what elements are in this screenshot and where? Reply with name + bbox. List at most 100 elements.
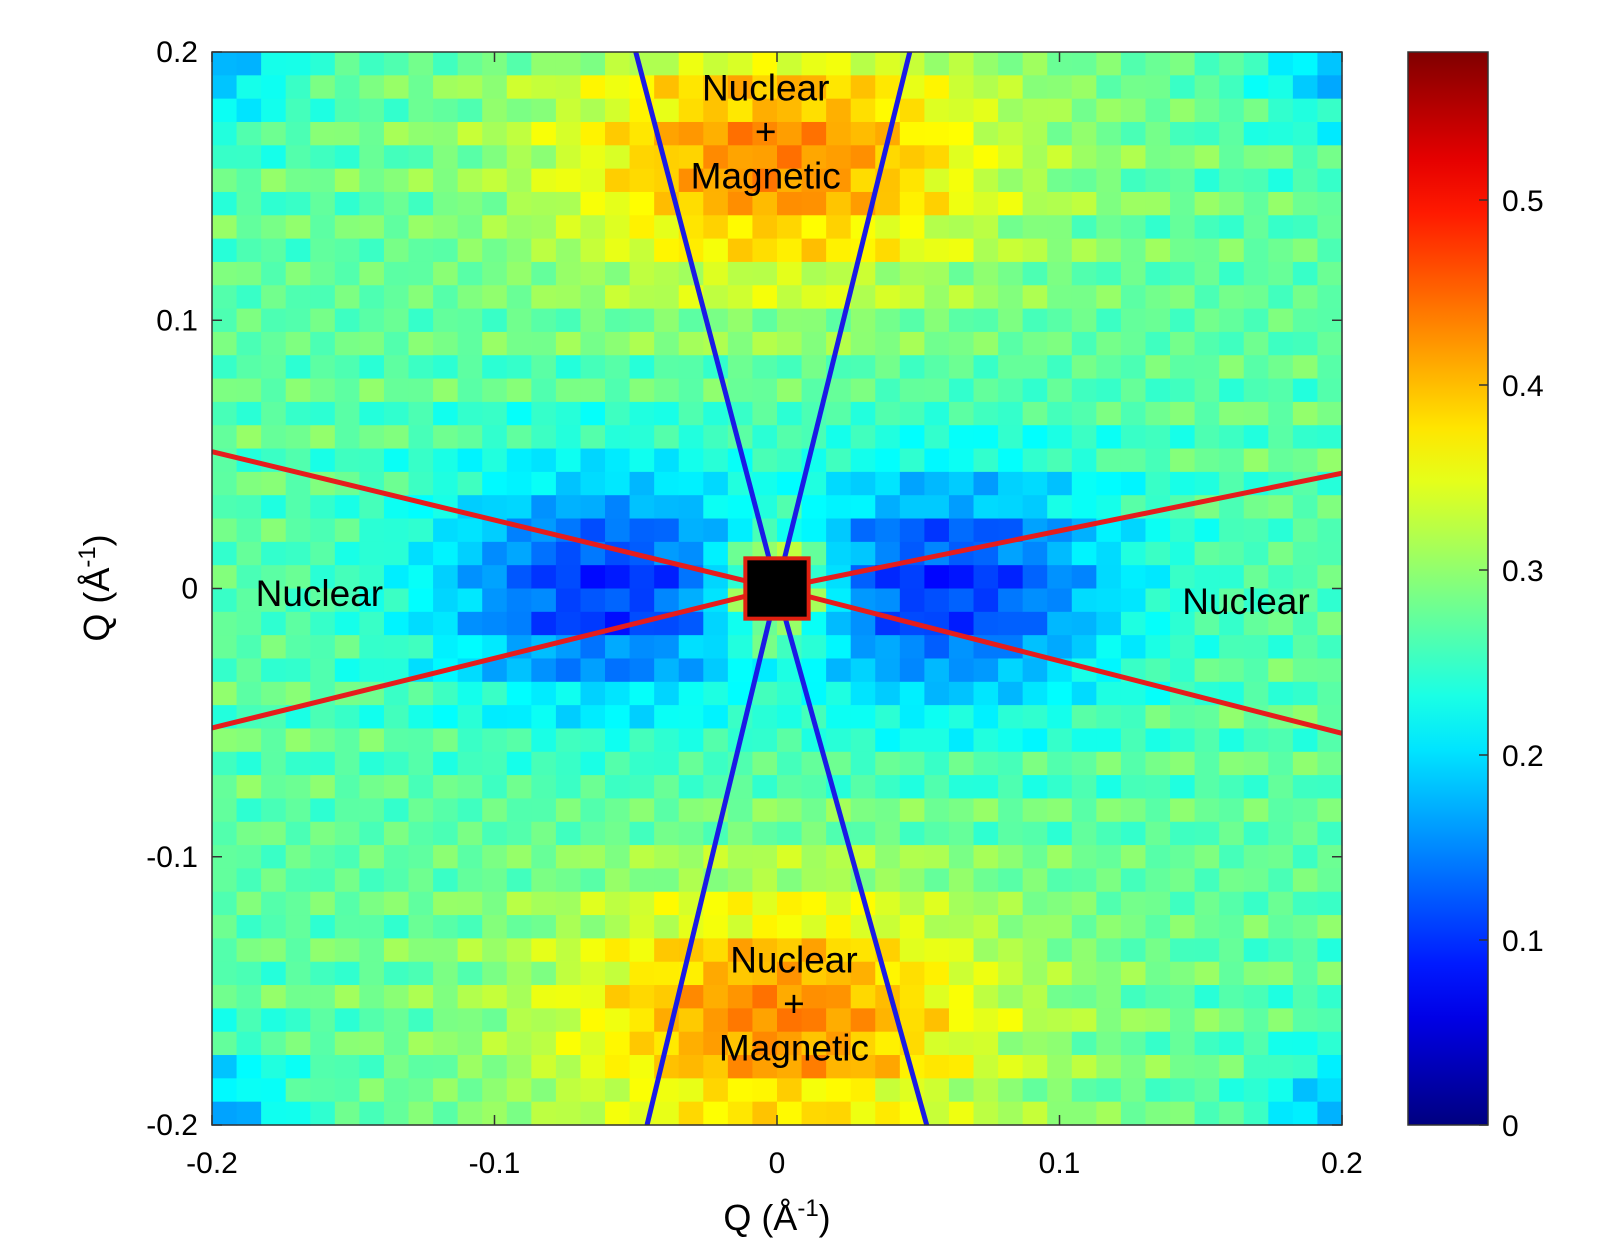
heatmap-cell: [457, 565, 483, 590]
heatmap-cell: [727, 915, 754, 939]
heatmap-cell: [482, 915, 508, 939]
heatmap-cell: [310, 915, 336, 939]
heatmap-cell: [1071, 98, 1097, 123]
heatmap-cell: [1096, 1031, 1122, 1056]
heatmap-cell: [580, 168, 606, 193]
heatmap-cell: [826, 635, 852, 660]
heatmap-cell: [973, 845, 999, 870]
heatmap-cell: [678, 401, 704, 426]
heatmap-cell: [580, 891, 606, 916]
heatmap-cell: [285, 75, 311, 100]
heatmap-cell: [850, 798, 876, 823]
heatmap-cell: [629, 658, 655, 683]
heatmap-cell: [1268, 145, 1294, 170]
heatmap-cell: [1194, 751, 1220, 776]
heatmap-cell: [236, 985, 262, 1009]
heatmap-cell: [1096, 891, 1122, 916]
heatmap-cell: [482, 425, 508, 450]
heatmap-cell: [1243, 961, 1269, 986]
heatmap-cell: [261, 331, 287, 356]
heatmap-cell: [1317, 915, 1343, 939]
heatmap-cell: [1268, 75, 1294, 100]
heatmap-cell: [703, 121, 729, 146]
heatmap-cell: [1096, 565, 1122, 590]
heatmap-cell: [924, 985, 950, 1009]
heatmap-cell: [236, 378, 262, 403]
heatmap-cell: [531, 308, 557, 333]
heatmap-cell: [310, 728, 336, 753]
heatmap-cell: [531, 845, 557, 870]
heatmap-cell: [875, 845, 901, 870]
heatmap-cell: [727, 98, 754, 123]
heatmap-cell: [1170, 401, 1196, 426]
heatmap-cell: [998, 168, 1024, 193]
heatmap-cell: [531, 868, 557, 893]
heatmap-cell: [531, 98, 557, 123]
heatmap-cell: [506, 191, 532, 216]
heatmap-cell: [261, 518, 287, 543]
heatmap-cell: [998, 1008, 1024, 1033]
heatmap-cell: [924, 448, 950, 473]
heatmap-cell: [285, 331, 311, 356]
heatmap-cell: [703, 961, 729, 986]
heatmap-cell: [801, 961, 827, 986]
heatmap-cell: [899, 705, 925, 730]
heatmap-cell: [752, 1078, 778, 1103]
heatmap-cell: [605, 238, 631, 263]
heatmap-cell: [1317, 635, 1343, 660]
heatmap-cell: [310, 518, 336, 543]
heatmap-cell: [1145, 565, 1171, 590]
heatmap-cell: [334, 565, 360, 590]
heatmap-cell: [1145, 775, 1171, 800]
heatmap-cell: [998, 1101, 1024, 1126]
heatmap-cell: [310, 938, 336, 963]
heatmap-cell: [703, 285, 729, 310]
heatmap-cell: [1268, 1055, 1294, 1079]
heatmap-cell: [973, 751, 999, 776]
heatmap-cell: [1317, 985, 1343, 1009]
heatmap-cell: [654, 261, 680, 286]
heatmap-cell: [1096, 681, 1122, 706]
heatmap-cell: [1022, 215, 1048, 240]
heatmap-cell: [580, 448, 606, 473]
heatmap-cell: [383, 98, 410, 123]
heatmap-cell: [285, 985, 311, 1009]
heatmap-cell: [777, 425, 803, 450]
heatmap-cell: [457, 541, 483, 566]
heatmap-cell: [359, 728, 385, 753]
heatmap-cell: [875, 565, 901, 590]
heatmap-cell: [678, 471, 704, 496]
heatmap-cell: [1292, 52, 1319, 76]
heatmap-cell: [310, 238, 336, 263]
heatmap-cell: [875, 495, 901, 520]
heatmap-cell: [212, 798, 238, 823]
heatmap-cell: [359, 401, 385, 426]
heatmap-cell: [973, 401, 999, 426]
heatmap-cell: [457, 915, 483, 939]
heatmap-cell: [383, 588, 410, 613]
heatmap-cell: [801, 238, 827, 263]
heatmap-cell: [703, 1078, 729, 1103]
heatmap-cell: [433, 238, 459, 263]
heatmap-cell: [261, 98, 287, 123]
heatmap-cell: [236, 191, 262, 216]
heatmap-cell: [752, 52, 778, 76]
heatmap-cell: [408, 751, 434, 776]
heatmap-cell: [752, 98, 778, 123]
heatmap-cell: [555, 1055, 582, 1079]
heatmap-cell: [457, 331, 483, 356]
heatmap-cell: [801, 845, 827, 870]
heatmap-cell: [1243, 798, 1269, 823]
heatmap-cell: [285, 425, 311, 450]
heatmap-cell: [1243, 261, 1269, 286]
heatmap-cell: [1170, 448, 1196, 473]
heatmap-cell: [727, 495, 754, 520]
heatmap-cell: [212, 751, 238, 776]
heatmap-cell: [1292, 891, 1319, 916]
heatmap-cell: [285, 145, 311, 170]
heatmap-cell: [1096, 845, 1122, 870]
heatmap-cell: [678, 868, 704, 893]
heatmap-cell: [998, 261, 1024, 286]
heatmap-cell: [924, 565, 950, 590]
heatmap-cell: [654, 891, 680, 916]
